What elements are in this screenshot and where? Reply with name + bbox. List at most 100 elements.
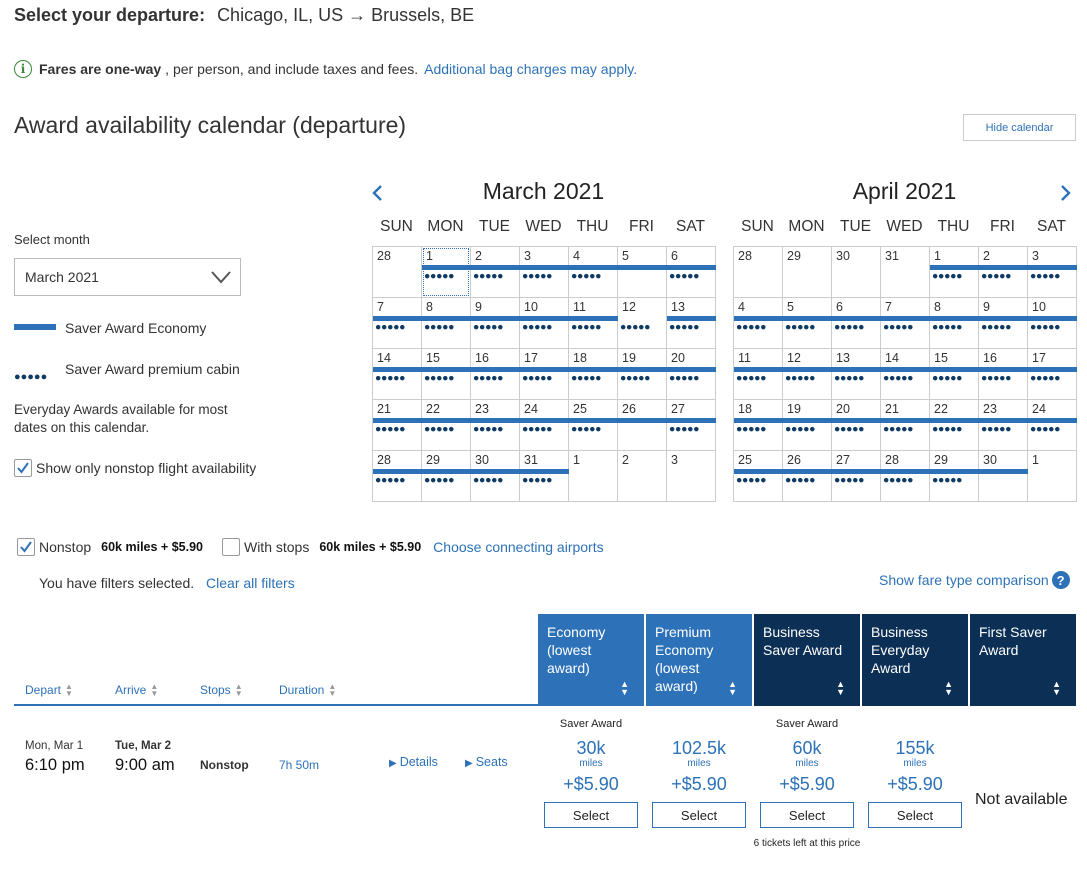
calendar-day[interactable]: 26 ●●●●● <box>783 451 832 502</box>
col-first-saver[interactable]: First Saver Award ▲ ▼ <box>970 614 1076 706</box>
calendar-day[interactable]: 13 ●●●●● <box>832 349 881 400</box>
calendar-day[interactable]: 4 ●●●●● <box>734 298 783 349</box>
nonstop-only-toggle[interactable]: Show only nonstop flight availability <box>14 459 256 477</box>
calendar-day[interactable]: 1 ●●●●● <box>422 247 471 298</box>
calendar-day[interactable]: 10 ●●●●● <box>520 298 569 349</box>
calendar-day[interactable]: 21 ●●●●● <box>373 400 422 451</box>
with-stops-label[interactable]: With stops <box>243 539 310 555</box>
prev-month-button[interactable] <box>367 180 387 206</box>
sort-depart[interactable]: Depart ▲ ▼ <box>25 683 73 698</box>
select-business-everyday-button[interactable]: Select <box>868 802 962 828</box>
calendar-day[interactable]: 27 ●●●●● <box>667 400 716 451</box>
calendar-day[interactable]: 31 ●●●●● <box>520 451 569 502</box>
sort-arrive[interactable]: Arrive ▲ ▼ <box>115 683 158 698</box>
calendar-day[interactable]: 11 ●●●●● <box>734 349 783 400</box>
calendar-day[interactable]: 5 <box>618 247 667 298</box>
calendar-day[interactable]: 6 ●●●●● <box>832 298 881 349</box>
select-premium-economy-button[interactable]: Select <box>652 802 746 828</box>
calendar-day[interactable]: 28 ●●●●● <box>373 451 422 502</box>
calendar-day[interactable]: 30 <box>979 451 1028 502</box>
calendar-day[interactable]: 24 ●●●●● <box>1028 400 1077 451</box>
calendar-day[interactable]: 30 <box>832 247 881 298</box>
sort-stops[interactable]: Stops ▲ ▼ <box>200 683 243 698</box>
col-business-saver[interactable]: Business Saver Award ▲ ▼ <box>754 614 860 706</box>
col-economy[interactable]: Economy (lowest award) ▲ ▼ <box>538 614 644 706</box>
calendar-day[interactable]: 18 ●●●●● <box>569 349 618 400</box>
seats-link[interactable]: ▶ Seats <box>465 755 508 769</box>
calendar-day[interactable]: 29 ●●●●● <box>422 451 471 502</box>
calendar-day[interactable]: 14 ●●●●● <box>881 349 930 400</box>
calendar-day[interactable]: 21 ●●●●● <box>881 400 930 451</box>
calendar-day[interactable]: 28 <box>734 247 783 298</box>
month-select[interactable]: March 2021 <box>14 258 241 296</box>
calendar-day[interactable]: 31 <box>881 247 930 298</box>
calendar-day[interactable]: 17 ●●●●● <box>1028 349 1077 400</box>
calendar-day[interactable]: 25 ●●●●● <box>734 451 783 502</box>
calendar-day[interactable]: 1 <box>1028 451 1077 502</box>
nonstop-checkbox[interactable] <box>17 538 35 556</box>
calendar-day[interactable]: 3 ●●●●● <box>520 247 569 298</box>
calendar-day[interactable]: 22 ●●●●● <box>930 400 979 451</box>
calendar-day[interactable]: 19 ●●●●● <box>618 349 667 400</box>
calendar-day[interactable]: 1 ●●●●● <box>930 247 979 298</box>
calendar-day[interactable]: 15 ●●●●● <box>422 349 471 400</box>
fare-comparison[interactable]: Show fare type comparison ? <box>879 571 1070 589</box>
calendar-day[interactable]: 27 ●●●●● <box>832 451 881 502</box>
calendar-day[interactable]: 14 ●●●●● <box>373 349 422 400</box>
connecting-airports-link[interactable]: Choose connecting airports <box>433 539 604 555</box>
calendar-day[interactable]: 20 ●●●●● <box>667 349 716 400</box>
calendar-day[interactable]: 7 ●●●●● <box>373 298 422 349</box>
calendar-day[interactable]: 16 ●●●●● <box>471 349 520 400</box>
calendar-day[interactable]: 15 ●●●●● <box>930 349 979 400</box>
calendar-day[interactable]: 18 ●●●●● <box>734 400 783 451</box>
next-month-button[interactable] <box>1056 180 1076 206</box>
calendar-day[interactable]: 6 ●●●●● <box>667 247 716 298</box>
calendar-day[interactable]: 29 <box>783 247 832 298</box>
col-premium-economy[interactable]: Premium Economy (lowest award) ▲ ▼ <box>646 614 752 706</box>
clear-filters-link[interactable]: Clear all filters <box>206 575 295 591</box>
calendar-day[interactable]: 24 ●●●●● <box>520 400 569 451</box>
calendar-day[interactable]: 16 ●●●●● <box>979 349 1028 400</box>
calendar-day[interactable]: 12 ●●●●● <box>783 349 832 400</box>
calendar-day[interactable]: 17 ●●●●● <box>520 349 569 400</box>
calendar-day[interactable]: 2 ●●●●● <box>471 247 520 298</box>
hide-calendar-button[interactable]: Hide calendar <box>963 114 1076 141</box>
calendar-day[interactable]: 9 ●●●●● <box>471 298 520 349</box>
calendar-day[interactable]: 30 ●●●●● <box>471 451 520 502</box>
with-stops-checkbox[interactable] <box>221 538 240 556</box>
calendar-day[interactable]: 29 ●●●●● <box>930 451 979 502</box>
calendar-day[interactable]: 7 ●●●●● <box>881 298 930 349</box>
fare-comparison-link[interactable]: Show fare type comparison <box>879 572 1049 588</box>
bag-charges-link[interactable]: Additional bag charges may apply. <box>424 61 638 77</box>
calendar-day[interactable]: 5 ●●●●● <box>783 298 832 349</box>
calendar-day[interactable]: 28 <box>373 247 422 298</box>
calendar-day[interactable]: 8 ●●●●● <box>422 298 471 349</box>
calendar-day[interactable]: 12 ●●●●● <box>618 298 667 349</box>
select-business-saver-button[interactable]: Select <box>760 802 854 828</box>
calendar-day[interactable]: 13 ●●●●● <box>667 298 716 349</box>
calendar-day[interactable]: 23 ●●●●● <box>471 400 520 451</box>
calendar-day[interactable]: 11 ●●●●● <box>569 298 618 349</box>
details-link[interactable]: ▶ Details <box>389 755 438 769</box>
sort-duration[interactable]: Duration ▲ ▼ <box>279 683 336 698</box>
calendar-day[interactable]: 28 ●●●●● <box>881 451 930 502</box>
calendar-day[interactable]: 26 <box>618 400 667 451</box>
calendar-day[interactable]: 19 ●●●●● <box>783 400 832 451</box>
calendar-day[interactable]: 9 ●●●●● <box>979 298 1028 349</box>
nonstop-label[interactable]: Nonstop <box>39 539 92 555</box>
calendar-day[interactable]: 2 ●●●●● <box>979 247 1028 298</box>
calendar-day[interactable]: 2 <box>618 451 667 502</box>
help-icon[interactable]: ? <box>1051 571 1070 589</box>
calendar-day[interactable]: 20 ●●●●● <box>832 400 881 451</box>
calendar-day[interactable]: 8 ●●●●● <box>930 298 979 349</box>
calendar-day[interactable]: 1 <box>569 451 618 502</box>
calendar-day[interactable]: 10 ●●●●● <box>1028 298 1077 349</box>
calendar-day[interactable]: 4 ●●●●● <box>569 247 618 298</box>
calendar-day[interactable]: 25 ●●●●● <box>569 400 618 451</box>
select-economy-button[interactable]: Select <box>544 802 638 828</box>
col-business-everyday[interactable]: Business Everyday Award ▲ ▼ <box>862 614 968 706</box>
calendar-day[interactable]: 3 ●●●●● <box>1028 247 1077 298</box>
nonstop-only-checkbox[interactable] <box>14 459 32 477</box>
calendar-day[interactable]: 3 <box>667 451 716 502</box>
calendar-day[interactable]: 23 ●●●●● <box>979 400 1028 451</box>
